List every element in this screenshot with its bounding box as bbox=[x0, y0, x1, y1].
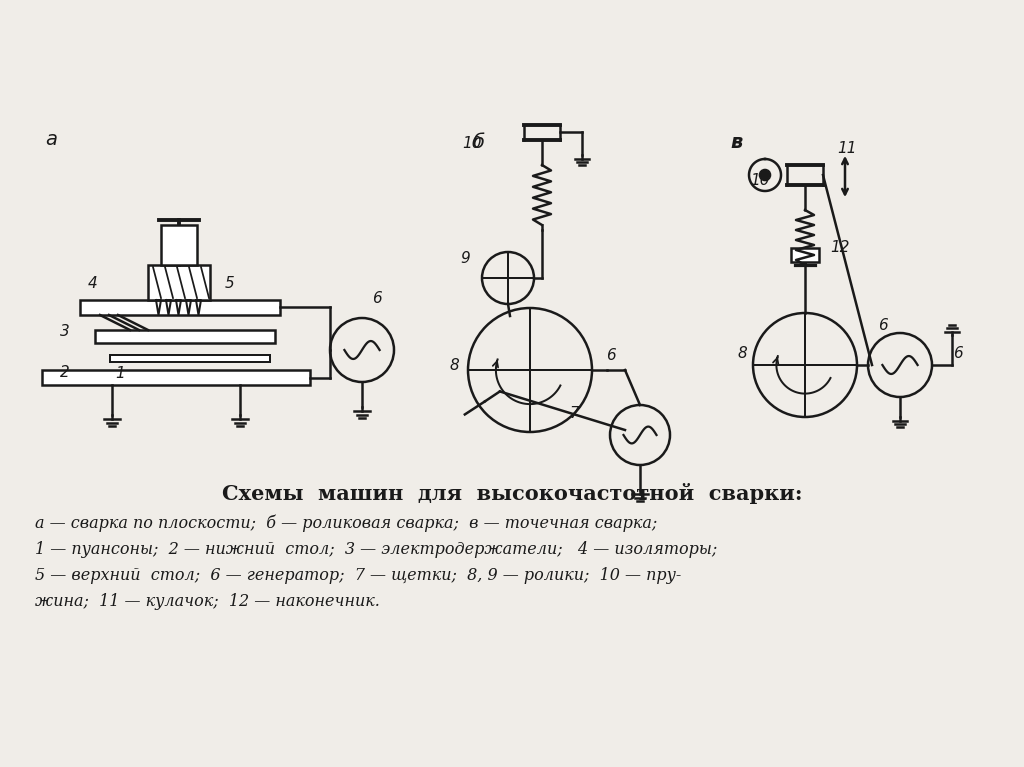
Polygon shape bbox=[148, 265, 210, 300]
Text: 6: 6 bbox=[953, 346, 963, 361]
Text: а: а bbox=[45, 130, 57, 149]
Text: 6: 6 bbox=[606, 348, 615, 363]
Text: 9: 9 bbox=[460, 251, 470, 266]
Text: 12: 12 bbox=[830, 240, 850, 255]
Polygon shape bbox=[95, 330, 275, 343]
Text: 1: 1 bbox=[115, 366, 125, 381]
Text: 8: 8 bbox=[449, 358, 459, 373]
Text: 4: 4 bbox=[88, 276, 97, 291]
Circle shape bbox=[753, 313, 857, 417]
Text: а — сварка по плоскости;  б — роликовая сварка;  в — точечная сварка;: а — сварка по плоскости; б — роликовая с… bbox=[35, 515, 657, 532]
Text: 6: 6 bbox=[878, 318, 888, 333]
Text: 5 — верхний  стол;  6 — генератор;  7 — щетки;  8, 9 — ролики;  10 — пру-: 5 — верхний стол; 6 — генератор; 7 — щет… bbox=[35, 567, 681, 584]
Text: 5: 5 bbox=[225, 276, 234, 291]
Circle shape bbox=[760, 170, 771, 180]
Text: 10: 10 bbox=[750, 173, 769, 188]
Text: 11: 11 bbox=[837, 141, 856, 156]
Polygon shape bbox=[110, 355, 270, 362]
Text: в: в bbox=[730, 133, 742, 152]
Circle shape bbox=[482, 252, 534, 304]
Polygon shape bbox=[80, 300, 280, 315]
Text: б: б bbox=[472, 133, 484, 152]
Polygon shape bbox=[42, 370, 310, 385]
Polygon shape bbox=[791, 248, 819, 262]
Text: 2: 2 bbox=[60, 365, 70, 380]
Text: 3: 3 bbox=[60, 324, 70, 339]
Text: Схемы  машин  для  высокочастотной  сварки:: Схемы машин для высокочастотной сварки: bbox=[222, 483, 802, 504]
Circle shape bbox=[468, 308, 592, 432]
Text: 8: 8 bbox=[738, 346, 748, 361]
Text: 10: 10 bbox=[462, 136, 481, 151]
Text: 1 — пуансоны;  2 — нижний  стол;  3 — электродержатели;   4 — изоляторы;: 1 — пуансоны; 2 — нижний стол; 3 — элект… bbox=[35, 541, 717, 558]
Polygon shape bbox=[161, 225, 197, 265]
Text: 7: 7 bbox=[570, 406, 580, 421]
Text: 6: 6 bbox=[372, 291, 382, 306]
Text: жина;  11 — кулачок;  12 — наконечник.: жина; 11 — кулачок; 12 — наконечник. bbox=[35, 593, 380, 610]
